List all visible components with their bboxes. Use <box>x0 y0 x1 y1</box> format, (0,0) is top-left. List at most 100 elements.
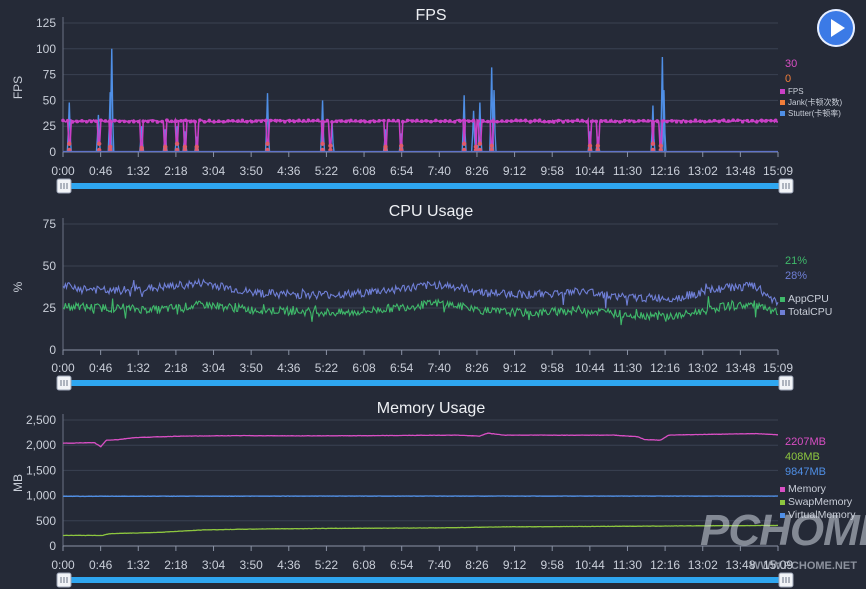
x-tick-label: 4:36 <box>277 361 301 375</box>
fps-point <box>679 120 684 124</box>
fps-point <box>254 119 259 123</box>
x-tick-label: 6:54 <box>390 164 414 178</box>
x-tick-label: 6:08 <box>352 164 376 178</box>
slider-handle-left[interactable] <box>56 572 72 588</box>
y-tick-label: 0 <box>49 539 56 553</box>
fps-point <box>575 118 580 123</box>
range-slider[interactable] <box>56 572 794 588</box>
slider-track <box>63 380 793 386</box>
jank-point <box>194 144 199 150</box>
fps-point <box>688 119 693 124</box>
fps-point <box>396 118 400 123</box>
x-tick-label: 5:22 <box>315 164 339 178</box>
chart-title: FPS <box>415 7 446 24</box>
slider-handle-right[interactable] <box>778 178 794 194</box>
legend-label: VirtualMemory <box>788 509 856 521</box>
swapmemory-line <box>63 524 778 537</box>
fps-point <box>703 119 707 124</box>
fps-point <box>94 119 98 123</box>
range-slider[interactable] <box>56 178 794 194</box>
fps-point <box>316 118 320 123</box>
y-tick-label: 2,500 <box>26 413 56 427</box>
fps-point <box>500 119 504 123</box>
fps-point <box>641 118 646 123</box>
stutter-spike <box>659 57 666 153</box>
fps-point <box>141 119 146 124</box>
fps-point <box>410 119 415 123</box>
y-tick-label: 500 <box>36 514 56 528</box>
fps-point <box>717 119 721 124</box>
fps-point <box>358 119 363 124</box>
slider-handle-left[interactable] <box>56 178 72 194</box>
slider-handle-right[interactable] <box>778 375 794 391</box>
fps-point <box>542 119 547 124</box>
x-tick-label: 9:12 <box>503 164 527 178</box>
jank-point <box>182 144 188 150</box>
range-slider[interactable] <box>56 375 794 391</box>
jank-point <box>587 143 593 149</box>
y-tick-label: 75 <box>43 68 57 82</box>
fps-point <box>434 118 438 123</box>
jank-point <box>320 141 325 146</box>
fps-point <box>547 119 551 124</box>
x-tick-label: 13:48 <box>725 164 755 178</box>
fps-point <box>731 118 735 122</box>
fps-point <box>89 119 94 124</box>
fps-point <box>769 118 773 123</box>
x-tick-label: 13:02 <box>688 361 718 375</box>
fps-point <box>98 118 103 123</box>
x-tick-label: 8:26 <box>465 164 489 178</box>
fps-point <box>646 119 651 123</box>
jank-point <box>473 144 479 150</box>
fps-point <box>674 119 679 124</box>
y-axis-label: MB <box>11 474 25 492</box>
fps-point <box>401 119 405 124</box>
legend-swatch <box>780 487 785 492</box>
fps-point <box>660 119 665 124</box>
fps-point <box>268 118 273 123</box>
slider-track <box>63 577 793 583</box>
legend-swatch <box>780 500 785 505</box>
slider-handle-right[interactable] <box>778 572 794 588</box>
legend-label: Stutter(卡顿率) <box>788 108 841 118</box>
slider-handle-left[interactable] <box>56 375 72 391</box>
jank-point <box>107 144 113 150</box>
fps-point <box>443 118 448 123</box>
fps-point <box>665 119 669 124</box>
fps-point <box>301 118 306 123</box>
fps-point <box>745 118 750 123</box>
fps-point <box>504 119 509 124</box>
play-button[interactable] <box>817 9 855 47</box>
fps-point <box>764 118 769 123</box>
x-tick-label: 11:30 <box>613 164 642 178</box>
x-tick-label: 13:02 <box>688 164 718 178</box>
fps-point <box>651 119 655 124</box>
memory-line <box>62 432 778 448</box>
fps-point <box>207 118 212 123</box>
fps-point <box>438 119 443 124</box>
chart-title: Memory Usage <box>377 400 486 417</box>
y-tick-label: 100 <box>36 42 56 56</box>
fps-point <box>136 119 141 124</box>
current-value: 408MB <box>785 451 820 463</box>
fps-point <box>429 119 433 124</box>
fps-point <box>386 118 391 123</box>
y-tick-label: 0 <box>49 145 56 159</box>
fps-point <box>457 118 462 123</box>
jank-point <box>174 141 180 146</box>
fps-point <box>188 119 193 124</box>
jank-point <box>163 144 168 150</box>
chart-panel-0: FPS FPS 0 25 50 75 100 125 0:00 0:46 1:32 2:18 3:04 3… <box>11 7 843 194</box>
x-tick-label: 15:09 <box>763 558 793 572</box>
current-value: 30 <box>785 58 797 70</box>
fps-point <box>655 119 660 124</box>
fps-point <box>363 119 367 124</box>
fps-point <box>391 118 396 123</box>
jank-point <box>383 144 388 150</box>
current-value: 9847MB <box>785 466 826 478</box>
fps-point <box>245 119 249 124</box>
legend-label: TotalCPU <box>788 306 832 318</box>
legend-swatch <box>780 310 785 315</box>
fps-point <box>113 118 117 123</box>
fps-point <box>467 119 471 124</box>
